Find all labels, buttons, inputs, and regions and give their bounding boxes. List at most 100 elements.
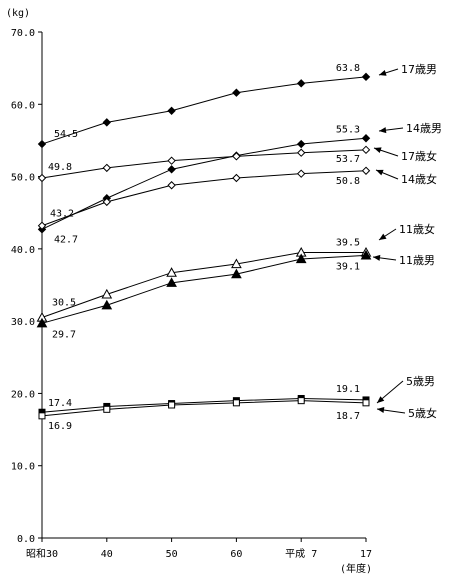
data-point-marker xyxy=(296,79,306,88)
series-1 xyxy=(37,134,371,234)
data-point-marker xyxy=(167,165,176,174)
data-point-marker xyxy=(296,139,306,149)
data-point-marker xyxy=(295,253,307,264)
y-tick-label: 40.0 xyxy=(11,245,35,256)
data-label: 49.8 xyxy=(48,162,72,173)
data-point-marker xyxy=(167,156,176,165)
series-name-label: 17歳男 xyxy=(401,63,437,76)
data-point-marker xyxy=(232,152,241,161)
data-point-marker xyxy=(231,268,242,279)
data-labels: 54.5 63.8 42.7 55.3 49.8 53.7 43.2 50.8 30.5 39.5… xyxy=(48,63,360,432)
data-point-marker xyxy=(36,317,48,328)
data-point-marker xyxy=(297,397,305,405)
data-point-marker xyxy=(37,221,47,230)
x-tick-label: 60 xyxy=(230,549,242,560)
data-point-marker xyxy=(232,173,241,183)
series-name-label: 14歳男 xyxy=(406,122,442,135)
series-line xyxy=(41,254,367,324)
x-axis-unit: (年度) xyxy=(340,562,372,575)
data-point-marker xyxy=(231,258,242,269)
series-name-label: 5歳女 xyxy=(408,406,437,420)
series-annotations: 17歳男 14歳男 17歳女 14歳女 11歳女 11歳男 5歳男 5歳女 xyxy=(372,63,442,420)
data-point-marker xyxy=(168,401,176,409)
data-point-marker xyxy=(101,288,113,299)
data-point-marker xyxy=(296,148,306,157)
data-point-marker xyxy=(102,118,112,127)
data-label: 17.4 xyxy=(48,398,72,409)
series-2 xyxy=(37,145,371,183)
data-point-marker xyxy=(361,145,371,155)
y-tick-label: 60.0 xyxy=(11,100,35,111)
annotation-arrowhead xyxy=(379,127,387,134)
data-label: 19.1 xyxy=(336,384,360,395)
data-point-marker xyxy=(232,399,240,407)
data-point-marker xyxy=(361,166,371,175)
data-label: 43.2 xyxy=(50,209,74,220)
data-label: 29.7 xyxy=(52,329,76,340)
series-name-label: 17歳女 xyxy=(401,149,437,163)
series-line xyxy=(41,137,367,230)
series-line xyxy=(41,149,367,179)
data-label: 55.3 xyxy=(336,124,360,135)
data-label: 42.7 xyxy=(54,234,78,245)
data-label: 53.7 xyxy=(336,154,360,165)
series-5 xyxy=(36,249,372,328)
data-point-marker xyxy=(102,197,112,207)
series-name-label: 11歳男 xyxy=(399,254,435,267)
data-point-marker xyxy=(167,106,176,115)
data-point-marker xyxy=(361,134,371,143)
data-label: 50.8 xyxy=(336,176,360,187)
data-label: 30.5 xyxy=(52,298,76,309)
data-point-marker xyxy=(362,399,370,407)
series-line xyxy=(41,170,367,227)
data-point-marker xyxy=(167,181,176,190)
data-point-marker xyxy=(102,163,112,173)
y-axis-ticks: 0.0 10.0 20.0 30.0 40.0 50.0 60.0 70.0 xyxy=(11,28,42,545)
y-tick-label: 30.0 xyxy=(11,317,35,328)
series-line xyxy=(41,76,367,145)
annotation-arrowhead xyxy=(379,233,387,240)
y-tick-label: 0.0 xyxy=(17,534,35,545)
y-tick-label: 20.0 xyxy=(11,389,35,400)
series-3 xyxy=(37,166,371,230)
data-point-marker xyxy=(296,169,306,178)
x-tick-label: 50 xyxy=(166,549,178,560)
data-label: 18.7 xyxy=(336,411,360,422)
series-6 xyxy=(38,394,370,416)
data-point-marker xyxy=(101,299,113,310)
x-tick-label: 昭和30 xyxy=(26,548,58,560)
series-layer xyxy=(36,72,372,420)
data-label: 63.8 xyxy=(336,63,360,74)
x-tick-label: 平成 7 xyxy=(285,548,317,560)
data-label: 54.5 xyxy=(54,129,78,140)
series-7 xyxy=(38,397,370,420)
x-tick-label: 40 xyxy=(101,549,113,560)
annotation-arrowhead xyxy=(376,169,384,176)
data-label: 39.5 xyxy=(336,237,360,248)
annotation-arrowhead xyxy=(377,396,385,403)
series-name-label: 14歳女 xyxy=(401,172,437,186)
data-point-marker xyxy=(37,139,47,149)
data-point-marker xyxy=(166,277,177,287)
data-label: 16.9 xyxy=(48,421,72,432)
annotation-arrowhead xyxy=(374,147,382,154)
annotation-arrowhead xyxy=(379,70,387,76)
annotation-arrowhead xyxy=(373,254,381,261)
y-tick-label: 50.0 xyxy=(11,173,35,184)
x-axis-ticks: 昭和30 40 50 60 平成 7 17 xyxy=(26,538,372,560)
y-axis-unit: (kg) xyxy=(6,8,30,19)
y-tick-label: 10.0 xyxy=(11,462,35,473)
y-tick-label: 70.0 xyxy=(11,28,35,39)
data-point-marker xyxy=(38,412,46,420)
series-line xyxy=(41,251,366,318)
data-point-marker xyxy=(232,88,241,97)
data-point-marker xyxy=(166,267,177,277)
series-name-label: 11歳女 xyxy=(399,222,435,236)
data-point-marker xyxy=(37,173,47,183)
series-line xyxy=(41,397,367,413)
annotation-arrowhead xyxy=(377,407,385,413)
series-line xyxy=(41,400,367,417)
x-tick-label: 17 xyxy=(360,549,372,560)
data-label: 39.1 xyxy=(336,261,360,272)
